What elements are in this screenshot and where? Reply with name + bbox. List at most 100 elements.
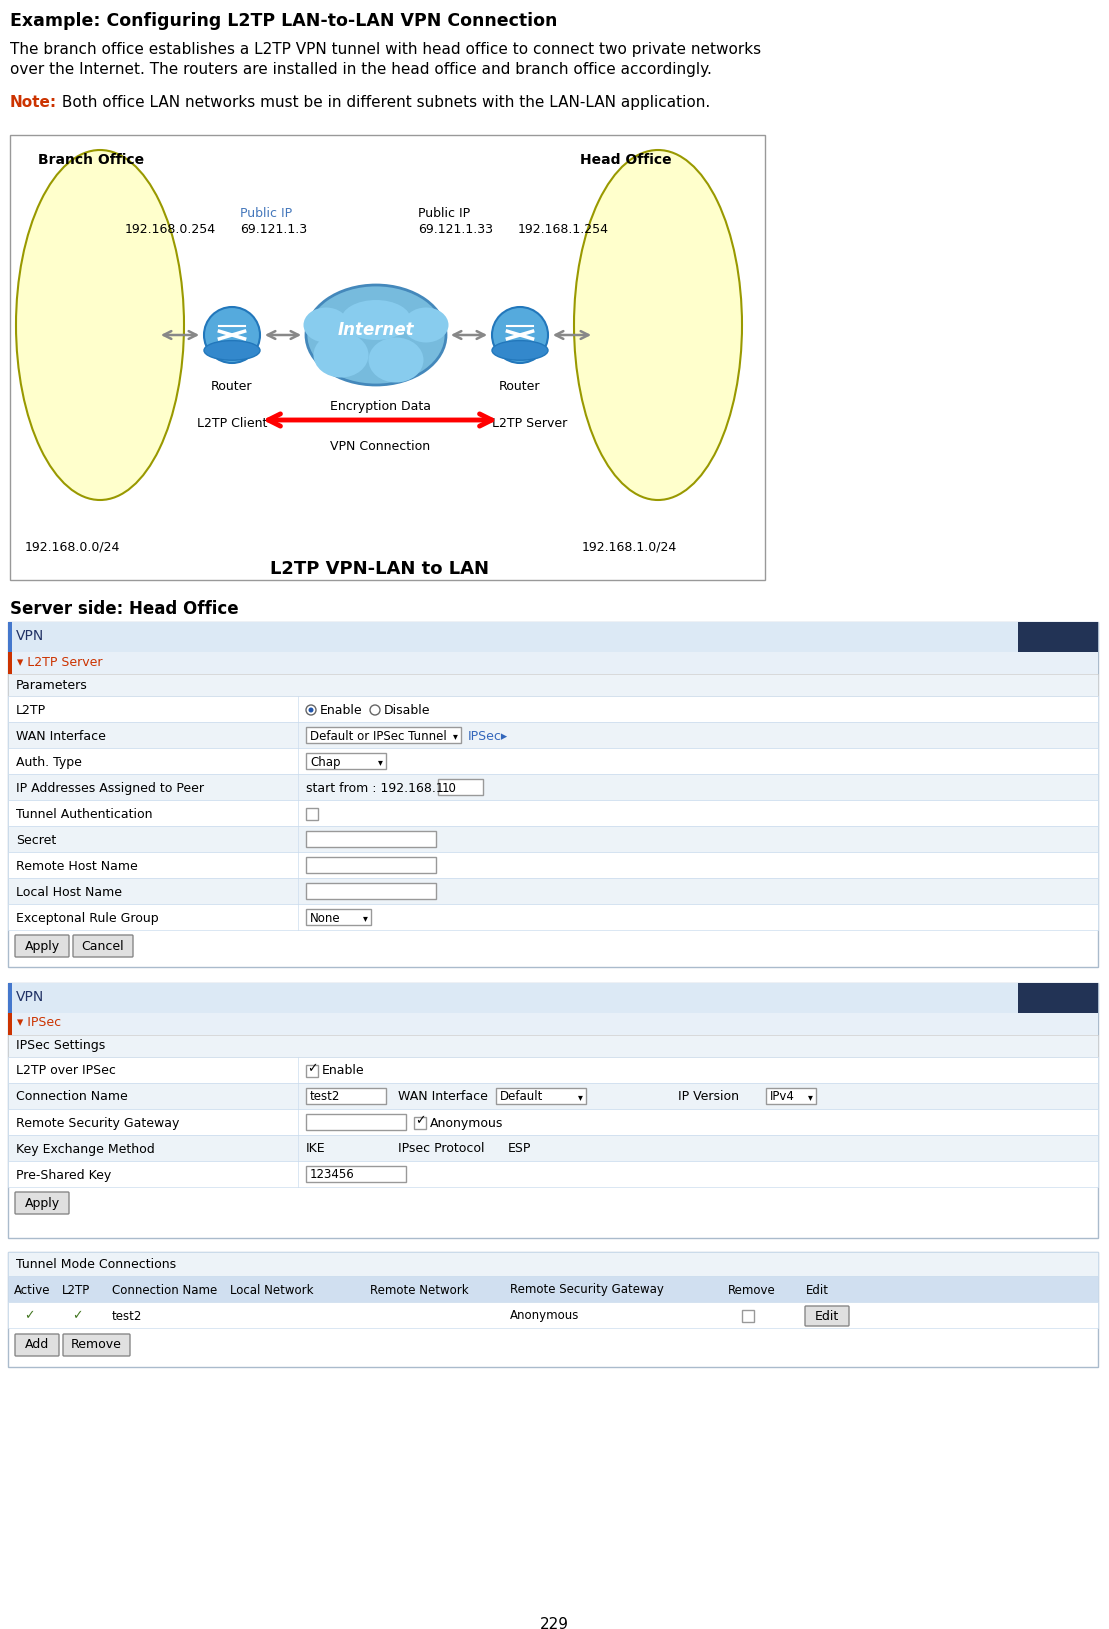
FancyBboxPatch shape	[8, 622, 1098, 652]
Circle shape	[370, 705, 380, 715]
Text: Active: Active	[14, 1284, 51, 1297]
Text: Note:: Note:	[10, 94, 58, 111]
Ellipse shape	[340, 300, 411, 340]
Text: The branch office establishes a L2TP VPN tunnel with head office to connect two : The branch office establishes a L2TP VPN…	[10, 42, 761, 57]
Text: Enable: Enable	[321, 704, 363, 717]
Text: L2TP over IPSec: L2TP over IPSec	[16, 1064, 115, 1077]
Text: ▾ L2TP Server: ▾ L2TP Server	[17, 655, 102, 668]
Text: Router: Router	[211, 380, 253, 393]
FancyBboxPatch shape	[16, 935, 69, 956]
FancyBboxPatch shape	[8, 1057, 1098, 1083]
Ellipse shape	[204, 340, 260, 360]
FancyBboxPatch shape	[306, 831, 436, 847]
FancyBboxPatch shape	[8, 852, 1098, 878]
Circle shape	[492, 306, 548, 363]
Text: L2TP Client: L2TP Client	[196, 417, 267, 430]
FancyBboxPatch shape	[8, 1034, 1098, 1057]
FancyBboxPatch shape	[8, 878, 1098, 904]
FancyBboxPatch shape	[306, 1114, 406, 1131]
FancyBboxPatch shape	[438, 779, 484, 795]
Text: ▾: ▾	[363, 912, 368, 924]
Text: Connection Name: Connection Name	[16, 1090, 128, 1103]
Text: test2: test2	[311, 1090, 340, 1103]
Text: Remove: Remove	[71, 1339, 122, 1352]
FancyBboxPatch shape	[8, 800, 1098, 826]
Text: Edit: Edit	[815, 1310, 840, 1323]
FancyBboxPatch shape	[306, 753, 386, 769]
FancyBboxPatch shape	[8, 982, 1098, 1013]
FancyBboxPatch shape	[8, 1276, 1098, 1302]
Text: Disable: Disable	[384, 704, 430, 717]
Text: VPN Connection: VPN Connection	[330, 440, 430, 453]
Ellipse shape	[368, 337, 424, 383]
FancyBboxPatch shape	[73, 935, 133, 956]
FancyBboxPatch shape	[8, 1253, 1098, 1367]
Ellipse shape	[16, 150, 184, 500]
Text: Head Office: Head Office	[580, 153, 672, 168]
Text: Pre-Shared Key: Pre-Shared Key	[16, 1168, 111, 1181]
FancyBboxPatch shape	[8, 622, 1098, 968]
Text: ▾: ▾	[578, 1091, 583, 1101]
Text: Key Exchange Method: Key Exchange Method	[16, 1142, 155, 1155]
FancyBboxPatch shape	[8, 1013, 1098, 1034]
FancyBboxPatch shape	[8, 1161, 1098, 1188]
FancyBboxPatch shape	[8, 774, 1098, 800]
Text: Tunnel Mode Connections: Tunnel Mode Connections	[16, 1258, 176, 1271]
FancyBboxPatch shape	[16, 1192, 69, 1214]
Text: Apply: Apply	[24, 940, 60, 953]
Text: Local Network: Local Network	[230, 1284, 314, 1297]
Text: 69.121.1.33: 69.121.1.33	[418, 223, 494, 236]
Ellipse shape	[306, 285, 446, 384]
Text: VPN: VPN	[16, 629, 44, 643]
Text: L2TP Server: L2TP Server	[492, 417, 568, 430]
Text: Tunnel Authentication: Tunnel Authentication	[16, 808, 153, 821]
Text: IPSec▸: IPSec▸	[468, 730, 508, 743]
FancyBboxPatch shape	[8, 1083, 1098, 1109]
FancyBboxPatch shape	[8, 652, 12, 674]
FancyBboxPatch shape	[306, 808, 318, 819]
Text: IPSec Settings: IPSec Settings	[16, 1039, 105, 1052]
Text: 229: 229	[539, 1618, 569, 1629]
Ellipse shape	[492, 340, 548, 360]
FancyBboxPatch shape	[306, 883, 436, 899]
Text: 123456: 123456	[311, 1168, 355, 1181]
Text: L2TP: L2TP	[16, 704, 47, 717]
Text: Server side: Head Office: Server side: Head Office	[10, 599, 238, 617]
Text: Edit: Edit	[806, 1284, 830, 1297]
FancyBboxPatch shape	[306, 727, 461, 743]
FancyBboxPatch shape	[306, 1166, 406, 1183]
Text: Remote Host Name: Remote Host Name	[16, 860, 138, 873]
FancyBboxPatch shape	[8, 1013, 12, 1034]
FancyBboxPatch shape	[8, 696, 1098, 722]
Text: ✓: ✓	[72, 1310, 82, 1323]
Text: VPN: VPN	[16, 990, 44, 1003]
FancyBboxPatch shape	[10, 135, 765, 580]
Ellipse shape	[304, 308, 348, 342]
Text: Anonymous: Anonymous	[430, 1116, 503, 1129]
Text: Enable: Enable	[322, 1064, 365, 1077]
FancyBboxPatch shape	[8, 982, 12, 1013]
Text: Public IP: Public IP	[418, 207, 470, 220]
Ellipse shape	[314, 332, 368, 378]
Text: Remove: Remove	[728, 1284, 776, 1297]
FancyBboxPatch shape	[742, 1310, 754, 1323]
Text: Local Host Name: Local Host Name	[16, 886, 122, 899]
Text: over the Internet. The routers are installed in the head office and branch offic: over the Internet. The routers are insta…	[10, 62, 712, 77]
FancyBboxPatch shape	[16, 1334, 59, 1355]
Text: ▾ IPSec: ▾ IPSec	[17, 1016, 61, 1030]
Text: Public IP: Public IP	[240, 207, 292, 220]
FancyBboxPatch shape	[414, 1117, 426, 1129]
Text: L2TP VPN-LAN to LAN: L2TP VPN-LAN to LAN	[271, 560, 489, 578]
Text: Both office LAN networks must be in different subnets with the LAN-LAN applicati: Both office LAN networks must be in diff…	[57, 94, 710, 111]
Text: WAN Interface: WAN Interface	[16, 730, 105, 743]
Text: IKE: IKE	[306, 1142, 326, 1155]
Text: Add: Add	[24, 1339, 49, 1352]
Text: Example: Configuring L2TP LAN-to-LAN VPN Connection: Example: Configuring L2TP LAN-to-LAN VPN…	[10, 11, 558, 29]
Text: 192.168.0.254: 192.168.0.254	[125, 223, 216, 236]
FancyBboxPatch shape	[8, 1135, 1098, 1161]
Text: Router: Router	[499, 380, 541, 393]
FancyBboxPatch shape	[8, 674, 1098, 696]
Text: Apply: Apply	[24, 1196, 60, 1209]
Text: L2TP: L2TP	[62, 1284, 90, 1297]
Text: Internet: Internet	[337, 321, 415, 339]
